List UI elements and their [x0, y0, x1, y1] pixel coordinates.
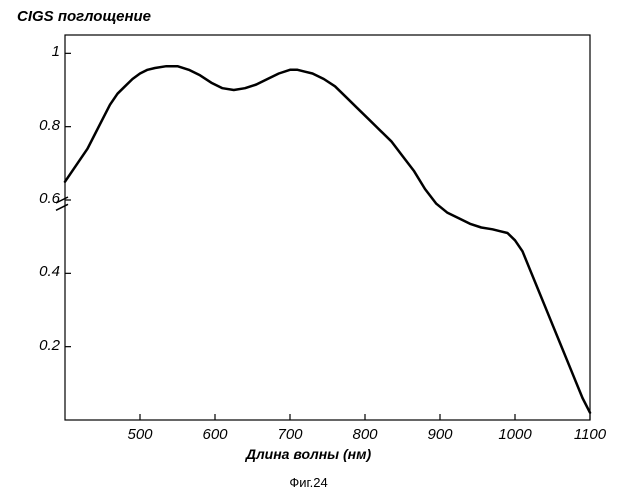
y-tick-label: 0.4 [15, 263, 60, 280]
x-tick-label: 900 [410, 426, 470, 443]
x-tick-label: 700 [260, 426, 320, 443]
y-tick-label: 0.6 [15, 190, 60, 207]
x-tick-label: 600 [185, 426, 245, 443]
figure-caption: Фиг.24 [0, 475, 617, 490]
chart-plot [0, 0, 617, 470]
y-tick-label: 1 [15, 43, 60, 60]
x-tick-label: 500 [110, 426, 170, 443]
chart-frame: CIGS поглощение 0.20.40.60.81 5006007008… [0, 0, 617, 500]
y-tick-label: 0.2 [15, 337, 60, 354]
x-tick-label: 1100 [560, 426, 617, 443]
y-tick-label: 0.8 [15, 117, 60, 134]
x-tick-label: 800 [335, 426, 395, 443]
x-tick-label: 1000 [485, 426, 545, 443]
x-axis-label: Длина волны (нм) [0, 446, 617, 462]
